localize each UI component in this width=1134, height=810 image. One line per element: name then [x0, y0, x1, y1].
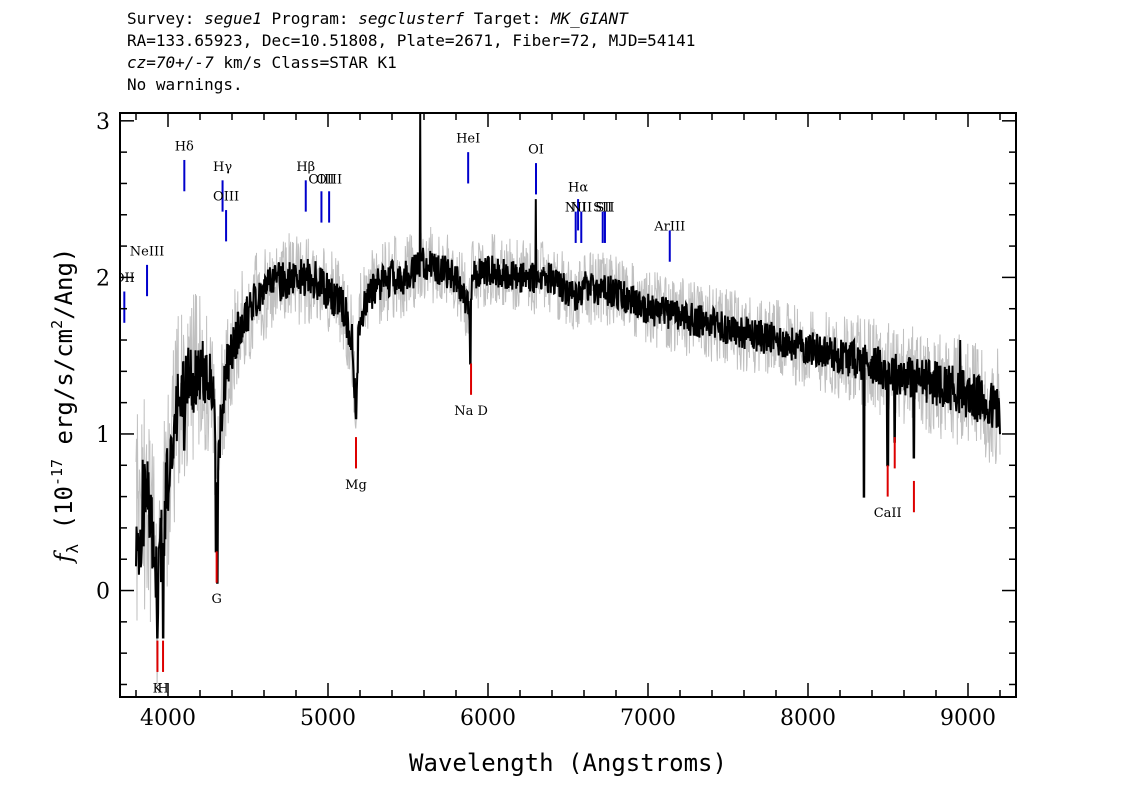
cz-value: =70+/-7	[146, 53, 214, 72]
header-line-coordinates: RA=133.65923, Dec=10.51808, Plate=2671, …	[127, 31, 696, 50]
x-tick-label-6000: 6000	[460, 706, 516, 731]
cz-label: cz	[127, 53, 147, 72]
line-label-sii-14: SII	[595, 201, 614, 216]
line-label-ariii-15: ArIII	[653, 219, 685, 234]
x-tick-label-8000: 8000	[780, 706, 836, 731]
axis-ticks: 4000 5000 6000 7000 8000 9000 0 1 2 3	[96, 110, 1016, 731]
x-tick-label-7000: 7000	[620, 706, 676, 731]
line-label-mg-19: Mg	[345, 478, 367, 493]
line-label-neiii-1: NeIII	[130, 244, 164, 259]
target-value: MK_GIANT	[550, 9, 628, 28]
line-label-k-16: K	[153, 681, 163, 696]
y-tick-label-1: 1	[96, 423, 110, 448]
header-line-survey: Survey: segue1 Program: segclusterf Targ…	[127, 8, 695, 30]
line-label-hei-8: HeI	[456, 132, 480, 147]
target-label: Target:	[464, 9, 551, 28]
line-label-hδ-2: Hδ	[175, 140, 194, 155]
line-label-hα-11: Hα	[568, 180, 588, 195]
y-tick-label-0: 0	[96, 580, 110, 605]
y-tick-label-3: 3	[96, 110, 110, 135]
y-tick-label-2: 2	[96, 266, 110, 291]
error-spectrum-line	[135, 226, 1001, 688]
survey-value: segue1	[204, 9, 262, 28]
line-label-sii-13: SII	[593, 201, 612, 216]
spectrum-header: Survey: segue1 Program: segclusterf Targ…	[127, 8, 695, 96]
survey-label: Survey:	[127, 9, 205, 28]
y-axis-title: fλ (10-17 erg/s/cm2/Ang)	[48, 248, 82, 565]
flux-spectrum-line	[135, 113, 1001, 639]
line-label-oi-9: OI	[528, 143, 544, 158]
header-line-redshift: cz=70+/-7 km/s Class=STAR K1	[127, 52, 695, 74]
svg-text:fλ (10-17 erg/s/cm2/Ang): fλ (10-17 erg/s/cm2/Ang)	[48, 248, 82, 565]
line-label-hγ-3: Hγ	[213, 160, 232, 175]
line-label-oiii-7: OIII	[316, 172, 342, 187]
line-label-nii-12: NII	[570, 201, 592, 216]
line-label-oii-0: OII	[114, 271, 135, 286]
line-label-hβ-5: Hβ	[296, 160, 315, 175]
plot-frame	[119, 112, 1017, 698]
line-label-oiii-6: OIII	[308, 172, 334, 187]
header-line-warnings: No warnings.	[127, 75, 243, 94]
line-label-na-d-20: Na D	[454, 404, 488, 419]
line-label-oiii-4: OIII	[213, 190, 239, 205]
program-value: segclusterf	[358, 9, 465, 28]
x-tick-label-5000: 5000	[300, 706, 356, 731]
line-label-caii-21: CaII	[874, 506, 902, 521]
x-tick-label-9000: 9000	[940, 706, 996, 731]
x-tick-label-4000: 4000	[140, 706, 196, 731]
line-label-g-18: G	[211, 592, 221, 607]
class-text: km/s Class=STAR K1	[213, 53, 397, 72]
program-label: Program:	[261, 9, 359, 28]
line-label-h-17: H	[157, 681, 168, 696]
x-axis-title: Wavelength (Angstroms)	[409, 749, 727, 777]
